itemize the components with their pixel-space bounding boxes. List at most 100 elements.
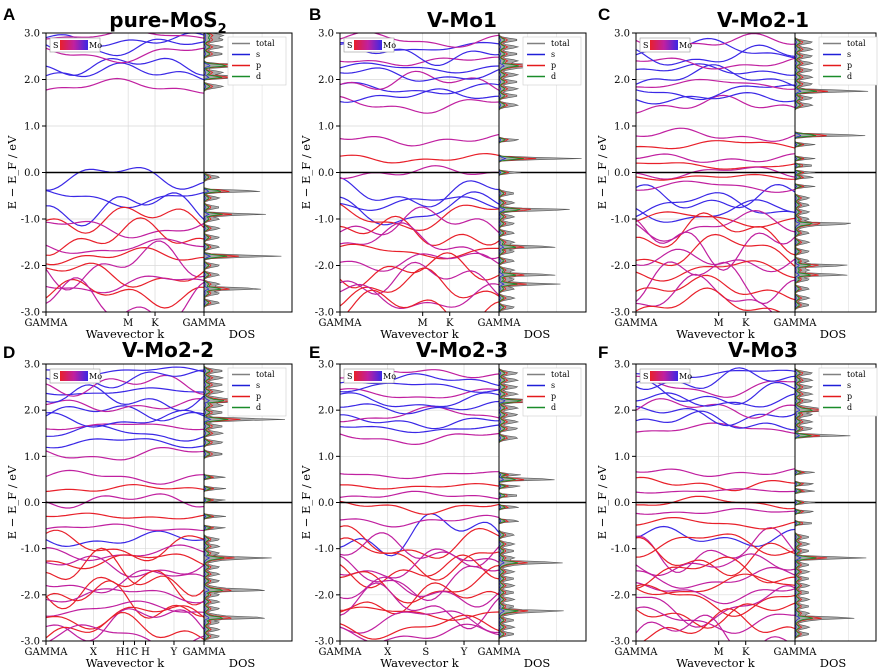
panel-title: V-Mo3 bbox=[728, 338, 798, 362]
xtick-label: K bbox=[742, 647, 750, 658]
y-axis-label: E − E_F / eV bbox=[5, 465, 19, 539]
colorbar-label-s: S bbox=[643, 41, 648, 50]
colorbar-gradient bbox=[354, 40, 382, 50]
colorbar-label-mo: Mo bbox=[89, 41, 102, 50]
ytick-label: 0.0 bbox=[614, 168, 630, 179]
valence-band bbox=[340, 555, 499, 602]
valence-band bbox=[636, 606, 795, 634]
valence-band bbox=[340, 582, 499, 615]
legend-label-d: d bbox=[256, 72, 261, 81]
ytick-label: -2.0 bbox=[21, 590, 40, 601]
valence-band bbox=[46, 605, 204, 630]
defect-band bbox=[636, 173, 795, 181]
legend-label-p: p bbox=[256, 61, 261, 70]
xtick-label: GAMMA bbox=[774, 318, 818, 329]
xtick-label: Y bbox=[460, 647, 468, 658]
valence-band bbox=[46, 580, 204, 619]
dos-axes-frame bbox=[794, 363, 877, 642]
colorbar-label-s: S bbox=[53, 372, 58, 381]
xtick-label: M bbox=[418, 318, 428, 329]
panel-label: D bbox=[3, 343, 15, 362]
x-axis-label: Wavevector k bbox=[86, 656, 165, 668]
conduction-band bbox=[46, 77, 204, 94]
ytick-label: -2.0 bbox=[315, 261, 334, 272]
ytick-label: 2.0 bbox=[318, 406, 334, 417]
panel-title: V-Mo2-3 bbox=[416, 338, 508, 362]
legend-label-d: d bbox=[256, 403, 261, 412]
valence-band bbox=[636, 212, 795, 256]
conduction-band bbox=[340, 432, 499, 446]
ytick-label: 1.0 bbox=[318, 452, 334, 463]
defect-band bbox=[636, 166, 795, 180]
valence-band bbox=[340, 283, 499, 310]
ytick-label: 2.0 bbox=[318, 75, 334, 86]
conduction-band bbox=[636, 91, 795, 105]
defect-band bbox=[46, 512, 204, 520]
dos-axes-frame bbox=[203, 32, 293, 313]
valence-band bbox=[636, 566, 795, 589]
conduction-band bbox=[340, 400, 499, 415]
dos-p bbox=[794, 33, 828, 312]
ytick-label: 2.0 bbox=[614, 406, 630, 417]
conduction-band bbox=[46, 47, 204, 64]
valence-band bbox=[346, 289, 499, 312]
y-axis-label: E − E_F / eV bbox=[595, 465, 609, 539]
valence-band bbox=[340, 176, 499, 208]
y-axis-label: E − E_F / eV bbox=[299, 465, 313, 539]
valence-band bbox=[642, 608, 795, 641]
xtick-label: C bbox=[131, 647, 139, 658]
panel-title-subscript: 2 bbox=[218, 22, 227, 37]
conduction-band bbox=[636, 84, 795, 101]
defect-band bbox=[636, 517, 795, 530]
panel-title: V-Mo2-2 bbox=[122, 338, 214, 362]
defect-band bbox=[340, 152, 499, 164]
valence-band bbox=[46, 529, 204, 562]
conduction-band bbox=[340, 70, 499, 91]
x-axis-label: Wavevector k bbox=[380, 656, 459, 668]
valence-band bbox=[340, 222, 499, 260]
conduction-band bbox=[340, 67, 499, 82]
defect-band bbox=[46, 493, 204, 509]
colorbar-label-mo: Mo bbox=[383, 41, 396, 50]
valence-band bbox=[636, 274, 795, 301]
colorbar-label-s: S bbox=[53, 41, 58, 50]
valence-band bbox=[46, 570, 204, 610]
defect-band bbox=[636, 508, 795, 515]
ytick-label: 3.0 bbox=[24, 29, 40, 40]
legend-label-total: total bbox=[847, 370, 866, 379]
y-axis-label: E − E_F / eV bbox=[595, 135, 609, 209]
conduction-band bbox=[340, 95, 499, 114]
dos-d bbox=[794, 364, 817, 641]
valence-band bbox=[636, 556, 795, 589]
dos-axes-frame bbox=[794, 32, 877, 313]
panel-title-main: V-Mo1 bbox=[427, 8, 497, 32]
valence-band bbox=[340, 582, 499, 630]
xtick-label: GAMMA bbox=[478, 647, 522, 658]
colorbar-label-s: S bbox=[643, 372, 648, 381]
conduction-band bbox=[46, 405, 204, 422]
valence-band bbox=[636, 260, 795, 282]
conduction-band bbox=[46, 57, 204, 77]
defect-band bbox=[46, 483, 204, 493]
xtick-label: M bbox=[714, 647, 724, 658]
dos-axis-label: DOS bbox=[820, 327, 847, 341]
panel-title-main: V-Mo2-3 bbox=[416, 338, 508, 362]
conduction-band bbox=[46, 447, 204, 461]
ytick-label: 0.0 bbox=[318, 498, 334, 509]
dos-axes-frame bbox=[203, 363, 293, 642]
conduction-band bbox=[340, 405, 499, 423]
x-axis-label: Wavevector k bbox=[676, 327, 755, 341]
ytick-label: -3.0 bbox=[21, 637, 40, 648]
xtick-label: X bbox=[384, 647, 392, 658]
legend-label-s: s bbox=[256, 381, 260, 390]
defect-band bbox=[340, 471, 499, 480]
defect-band bbox=[636, 495, 795, 510]
ytick-label: -1.0 bbox=[315, 215, 334, 226]
legend-label-s: s bbox=[551, 50, 555, 59]
valence-band bbox=[340, 252, 499, 289]
legend-label-d: d bbox=[551, 403, 556, 412]
xtick-label: GAMMA bbox=[183, 647, 227, 658]
dos-axes-frame bbox=[498, 363, 587, 642]
valence-band bbox=[46, 600, 204, 617]
